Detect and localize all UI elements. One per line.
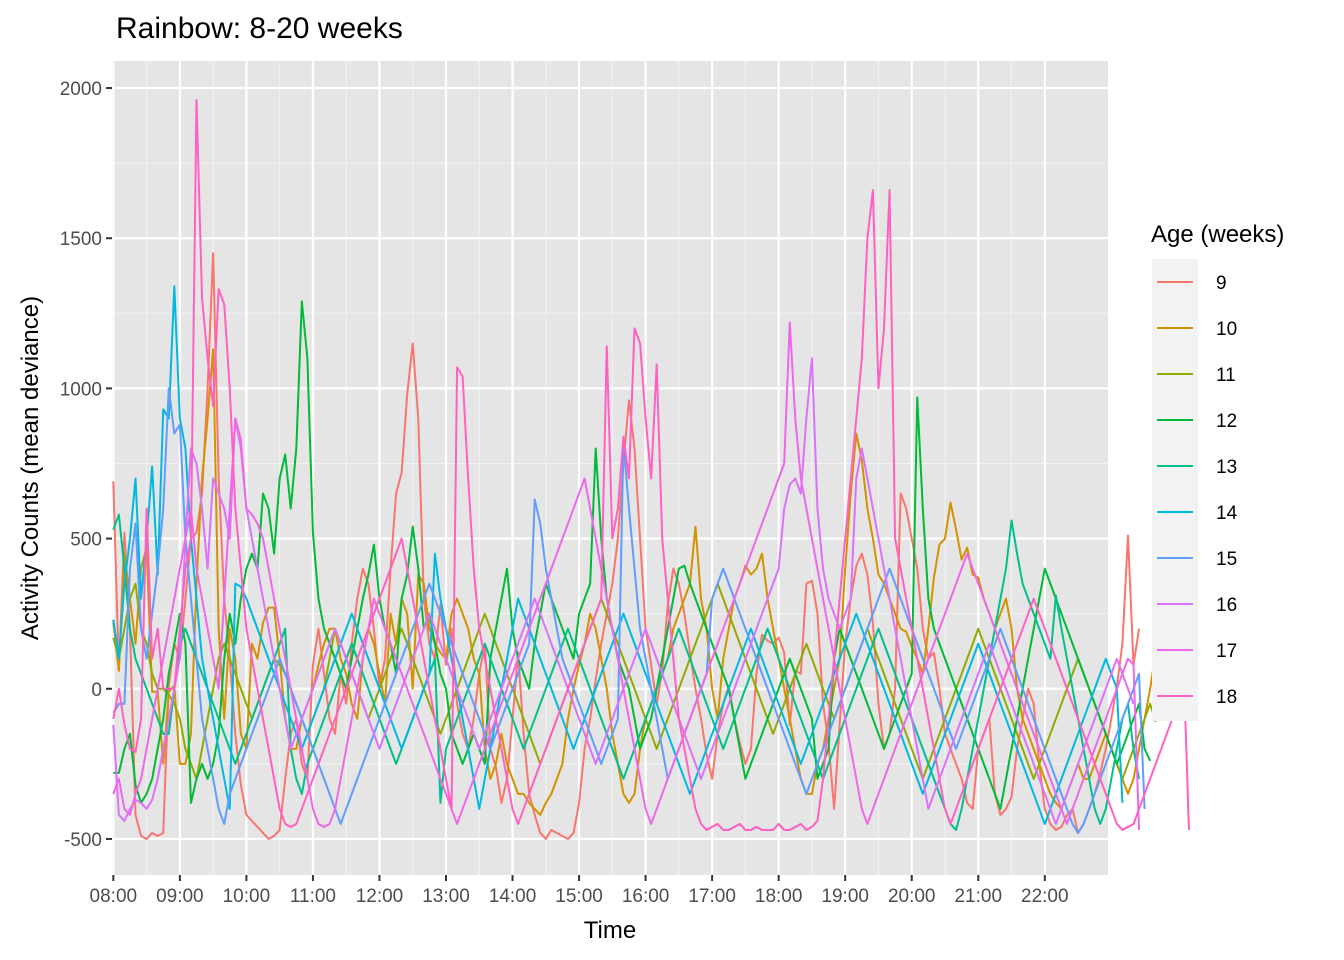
y-tick-label: 1000 [60,379,102,400]
legend-label-17: 17 [1216,641,1237,662]
legend-label-18: 18 [1216,687,1237,708]
x-tick-label: 19:00 [821,886,869,907]
series-line-18 [112,99,1190,831]
x-tick-label: 08:00 [90,886,138,907]
legend-items: 9 10 11 12 13 14 15 16 17 18 [1157,273,1238,708]
chart-title: Rainbow: 8-20 weeks [116,12,403,45]
series-line-12 [113,300,1152,810]
legend-label-13: 13 [1216,457,1237,478]
legend-label-11: 11 [1216,365,1236,386]
series-line-15 [112,387,1146,834]
x-tick-label: 15:00 [555,886,603,907]
x-tick-label: 14:00 [489,886,537,907]
x-tick-label: 16:00 [622,886,670,907]
legend: Age (weeks) 9 10 11 12 13 14 15 16 17 18 [1151,221,1284,721]
x-tick-label: 13:00 [422,886,470,907]
y-axis: -500 0 500 1000 1500 2000 [60,79,112,851]
legend-label-10: 10 [1216,319,1237,340]
y-tick-label: -500 [64,830,102,851]
legend-label-16: 16 [1216,595,1237,616]
x-axis: 08:00 09:00 10:00 11:00 12:00 13:00 14:00 15:00… [90,875,1069,907]
y-axis-title: Activity Counts (mean deviance) [17,296,44,640]
x-tick-label: 18:00 [755,886,803,907]
legend-label-9: 9 [1216,273,1227,294]
legend-label-15: 15 [1216,549,1237,570]
series-line-9 [112,252,1141,840]
x-tick-label: 09:00 [156,886,204,907]
legend-label-12: 12 [1216,411,1237,432]
legend-label-14: 14 [1216,503,1238,524]
x-tick-label: 21:00 [954,886,1002,907]
y-tick-label: 2000 [60,79,102,100]
legend-keys-background [1152,259,1198,721]
series-line-17 [112,321,1141,830]
x-axis-title: Time [584,917,636,944]
y-tick-label: 1500 [60,229,102,250]
y-tick-label: 500 [70,530,102,551]
y-tick-label: 0 [91,680,102,701]
x-tick-label: 11:00 [290,886,336,907]
x-tick-label: 10:00 [223,886,271,907]
x-tick-label: 20:00 [888,886,936,907]
x-tick-label: 17:00 [688,886,736,907]
x-tick-label: 22:00 [1021,886,1069,907]
series-lines [112,99,1190,840]
x-tick-label: 12:00 [356,886,404,907]
legend-title: Age (weeks) [1151,221,1284,248]
